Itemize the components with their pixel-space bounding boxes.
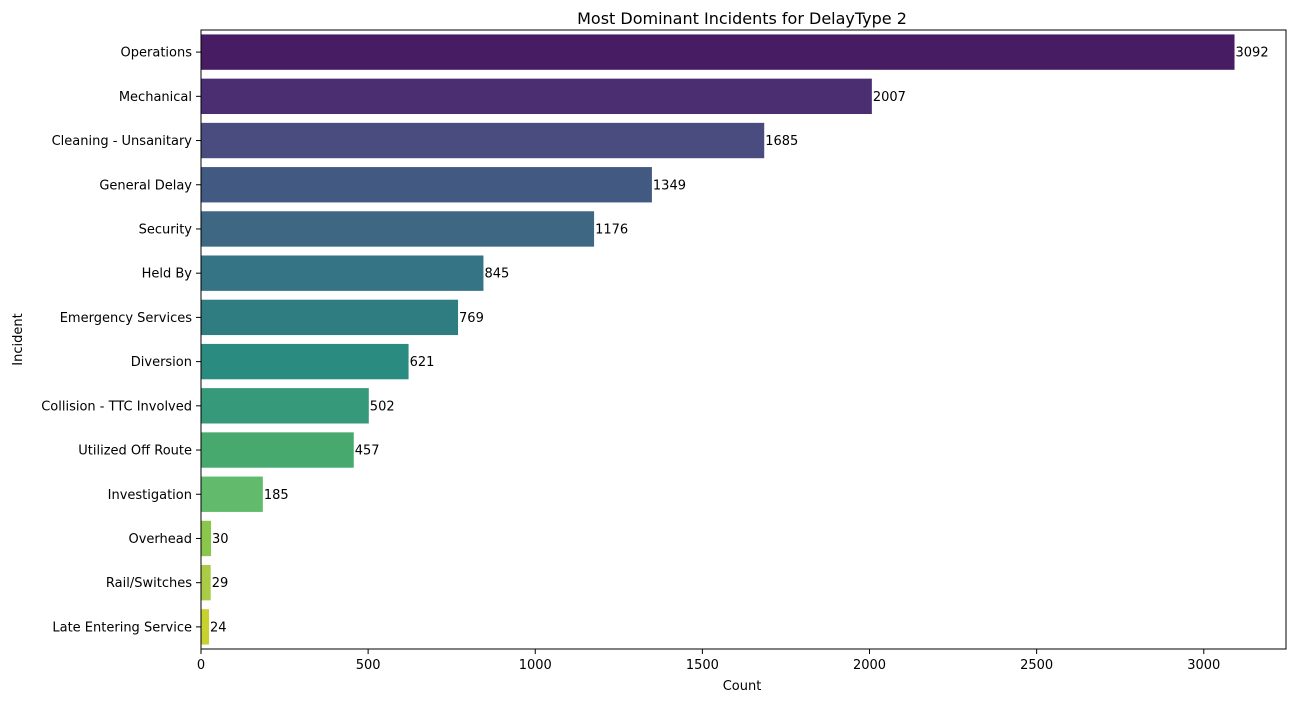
y-tick-label-10: Investigation	[108, 488, 192, 503]
data-label-12: 29	[212, 576, 229, 591]
x-tick-label-4: 2000	[853, 658, 886, 673]
bar-1	[201, 78, 872, 115]
y-tick-label-8: Collision - TTC Involved	[41, 399, 192, 414]
y-tick-label-12: Rail/Switches	[106, 576, 192, 591]
data-labels-group: 3092 2007 1685 1349 1176 845 769 621 502 457 185 30…	[210, 46, 1269, 636]
x-axis: 0 500 1000 1500 2000 2500 3000	[197, 649, 1220, 673]
y-axis-title: Incident	[11, 313, 26, 365]
bars-group	[201, 34, 1235, 645]
x-tick-label-1: 500	[356, 658, 381, 673]
data-label-13: 24	[210, 620, 227, 635]
data-label-0: 3092	[1236, 46, 1269, 61]
data-label-6: 769	[459, 311, 484, 326]
data-label-3: 1349	[653, 178, 686, 193]
y-tick-label-4: Security	[139, 222, 193, 237]
x-tick-label-5: 2500	[1020, 658, 1053, 673]
y-tick-label-1: Mechanical	[119, 90, 192, 105]
data-label-5: 845	[484, 267, 509, 282]
y-tick-label-7: Diversion	[131, 355, 192, 370]
data-label-7: 621	[410, 355, 435, 370]
bar-9	[201, 432, 354, 468]
chart-title: Most Dominant Incidents for DelayType 2	[577, 9, 907, 28]
data-label-11: 30	[212, 532, 229, 547]
y-tick-label-11: Overhead	[129, 532, 193, 547]
bar-8	[201, 388, 369, 424]
y-tick-label-13: Late Entering Service	[52, 620, 192, 635]
bar-5	[201, 255, 484, 291]
bar-3	[201, 167, 652, 203]
bar-13	[201, 609, 210, 645]
data-label-2: 1685	[765, 134, 798, 149]
y-tick-label-0: Operations	[121, 46, 193, 61]
bar-10	[201, 476, 263, 512]
x-tick-label-6: 3000	[1187, 658, 1220, 673]
bar-11	[201, 520, 212, 557]
data-label-8: 502	[370, 399, 395, 414]
y-tick-label-3: General Delay	[99, 178, 192, 193]
bar-2	[201, 122, 765, 159]
bar-4	[201, 211, 595, 247]
y-tick-label-6: Emergency Services	[60, 311, 192, 326]
y-tick-label-9: Utilized Off Route	[78, 444, 192, 459]
plot-frame	[200, 29, 1287, 650]
bar-7	[201, 343, 409, 380]
x-tick-label-0: 0	[197, 658, 205, 673]
bar-0	[201, 34, 1235, 70]
x-tick-label-2: 1000	[519, 658, 552, 673]
data-label-1: 2007	[873, 90, 906, 105]
data-label-9: 457	[355, 444, 380, 459]
data-label-4: 1176	[595, 222, 628, 237]
bar-6	[201, 299, 459, 336]
x-axis-title: Count	[723, 679, 762, 694]
y-tick-label-2: Cleaning - Unsanitary	[52, 134, 193, 149]
y-tick-label-5: Held By	[142, 267, 193, 282]
data-label-10: 185	[264, 488, 289, 503]
x-tick-label-3: 1500	[686, 658, 719, 673]
bar-12	[201, 564, 211, 601]
y-axis: Operations Mechanical Cleaning - Unsanitar…	[41, 46, 201, 635]
